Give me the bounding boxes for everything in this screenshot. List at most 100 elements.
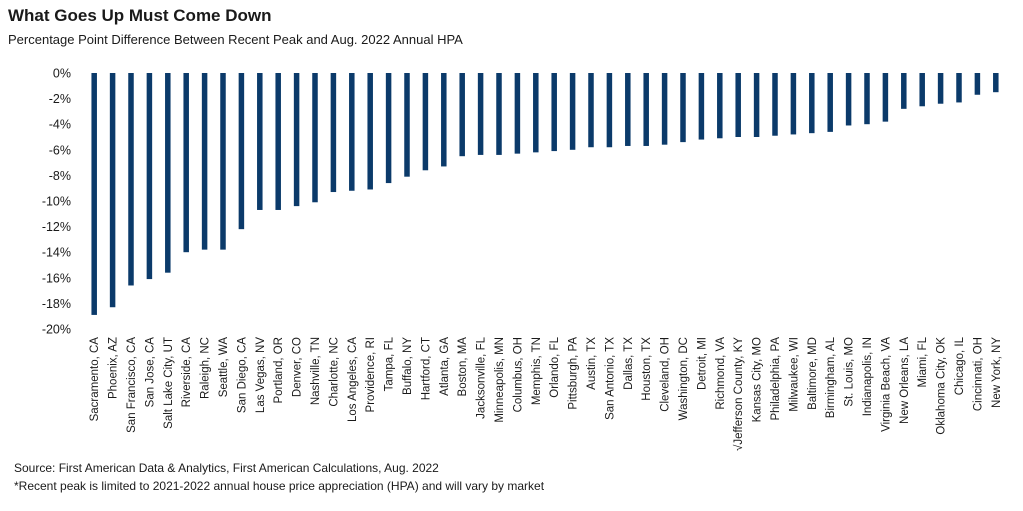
bar <box>901 73 907 109</box>
x-tick-label: Sacramento, CA <box>89 337 101 422</box>
bar <box>533 73 539 153</box>
bar <box>514 73 521 154</box>
x-tick-label: St. Louis, MO <box>844 337 856 407</box>
bar <box>404 73 410 177</box>
x-tick-label: Denver, CO <box>292 337 304 397</box>
y-tick-label: -2% <box>49 92 71 106</box>
x-tick-label: Detroit, MI <box>696 337 708 390</box>
source-note: Source: First American Data & Analytics,… <box>14 461 439 475</box>
bar <box>201 73 208 250</box>
bar <box>91 73 97 315</box>
x-tick-label: Orlando, FL <box>549 336 561 397</box>
bar <box>827 73 833 132</box>
y-tick-label: -6% <box>49 143 71 157</box>
bar <box>864 73 870 125</box>
x-tick-label: Salt Lake City, UT <box>163 337 175 429</box>
bar <box>661 73 668 145</box>
x-tick-label: Charlotte, NC <box>328 337 340 407</box>
x-tick-label: Miami, FL <box>917 336 929 387</box>
x-tick-label: Baltimore, MD <box>807 337 819 410</box>
bar <box>974 73 981 95</box>
bar <box>569 73 576 150</box>
bar <box>643 73 649 146</box>
x-tick-label: Memphis, TN <box>531 337 543 405</box>
x-tick-label: New York, NY <box>991 337 1003 408</box>
x-tick-label: Kansas City, MO <box>752 337 764 422</box>
bar <box>753 73 760 137</box>
x-tick-label: Phoenix, AZ <box>108 337 120 399</box>
bar <box>606 73 613 148</box>
y-tick-label: -10% <box>42 195 71 209</box>
y-tick-label: -18% <box>42 297 71 311</box>
x-tick-label: Milwaukee, WI <box>788 337 800 412</box>
x-tick-label: Boston, MA <box>457 337 469 397</box>
bar <box>735 73 741 137</box>
y-tick-label: -4% <box>49 118 71 132</box>
x-tick-label: San Jose, CA <box>144 337 156 408</box>
x-tick-label: Nashville, TN <box>310 337 322 405</box>
bar <box>790 73 797 135</box>
x-tick-label: Washington, DC <box>678 337 690 420</box>
bar <box>293 73 300 207</box>
bar <box>441 73 447 167</box>
bar <box>772 73 778 136</box>
bar <box>698 73 705 140</box>
x-tick-label: Raleigh, NC <box>200 337 212 399</box>
x-tick-label: New Orleans, LA <box>899 337 911 424</box>
bar <box>809 73 815 134</box>
bar <box>919 73 925 107</box>
bar-chart: 0% -2% -4% -6% -8% -10% -12% -14% -16% -18% -20% Sa… <box>42 67 1003 451</box>
y-tick-label: -16% <box>42 271 71 285</box>
x-tick-label: Houston, TX <box>641 337 653 401</box>
x-tick-label: Seattle, WA <box>218 337 230 398</box>
x-tick-label: San Francisco, CA <box>126 337 138 433</box>
bar <box>459 73 465 157</box>
bar <box>422 73 429 171</box>
x-tick-label: Riverside, CA <box>181 337 193 408</box>
bar <box>367 73 373 190</box>
bar <box>275 73 281 210</box>
y-tick-label: 0% <box>53 67 71 81</box>
x-tick-label: Virginia Beach, VA <box>880 337 892 432</box>
bar <box>588 73 594 148</box>
x-tick-label: Columbus, OH <box>512 337 524 412</box>
x-tick-label: Hartford, CT <box>420 337 432 400</box>
x-tick-label: Oklahoma City, OK <box>936 337 948 435</box>
bar <box>220 73 226 250</box>
x-tick-label: Los Angeles, CA <box>347 337 359 422</box>
bar <box>312 73 318 203</box>
bar <box>238 73 245 230</box>
bar <box>330 73 337 193</box>
y-tick-label: -8% <box>49 169 71 183</box>
bar <box>937 73 944 104</box>
x-tick-label: Atlanta, GA <box>439 337 451 396</box>
chart-title: What Goes Up Must Come Down <box>8 6 272 25</box>
bar <box>882 73 889 122</box>
chart-subtitle: Percentage Point Difference Between Rece… <box>8 32 463 47</box>
bar <box>349 73 355 191</box>
x-tick-label: Cleveland, OH <box>660 337 672 412</box>
bar <box>257 73 263 210</box>
bar <box>625 73 631 146</box>
x-tick-label: Indianapolis, IN <box>862 337 874 416</box>
recent-peak-note: *Recent peak is limited to 2021-2022 ann… <box>14 479 545 493</box>
bar <box>993 73 999 93</box>
x-tick-label: Austin, TX <box>586 337 598 390</box>
x-tick-label: Jacksonville, FL <box>476 336 488 418</box>
x-tick-label: Richmond, VA <box>715 337 727 410</box>
x-tick-label: Minneapolis, MN <box>494 337 506 423</box>
x-tick-label: Buffalo, NY <box>402 337 414 395</box>
x-tick-label: Cincinnati, OH <box>972 337 984 411</box>
footnotes: Source: First American Data & Analytics,… <box>14 459 544 495</box>
x-tick-label: San Antonio, TX <box>604 337 616 420</box>
y-tick-label: -20% <box>42 323 71 337</box>
bar <box>146 73 153 280</box>
bar <box>496 73 502 155</box>
bar <box>477 73 484 155</box>
y-tick-label: -14% <box>42 246 71 260</box>
bar <box>680 73 686 143</box>
x-tick-label: Providence, RI <box>365 337 377 412</box>
x-tick-label: Dallas, TX <box>623 337 635 390</box>
bar <box>717 73 723 139</box>
bar <box>956 73 962 103</box>
